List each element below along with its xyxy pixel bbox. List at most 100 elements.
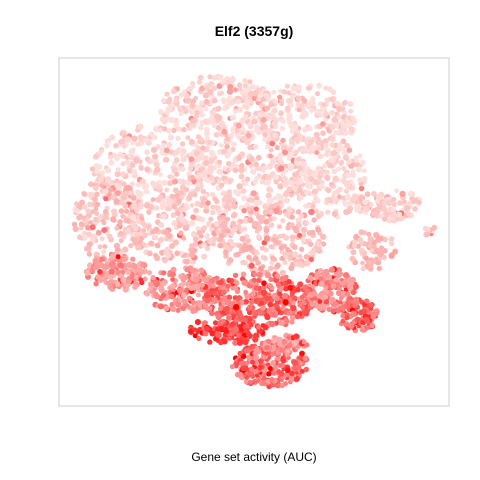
cell-point [281, 89, 288, 95]
cell-point [320, 130, 326, 137]
cell-point [315, 145, 322, 151]
cell-point [185, 135, 191, 141]
cell-point [108, 268, 115, 275]
cell-point [319, 233, 327, 240]
cell-point [343, 188, 350, 194]
cell-point [87, 201, 93, 208]
cell-point [125, 277, 132, 285]
cell-point [119, 130, 125, 137]
cell-point [180, 152, 186, 159]
cell-point [243, 327, 250, 334]
cell-point [284, 367, 291, 374]
cell-point [341, 280, 347, 286]
cell-point [227, 247, 233, 253]
cell-point [170, 266, 177, 273]
cell-point [125, 184, 132, 191]
cell-point [194, 110, 200, 116]
cell-point [299, 246, 305, 252]
cell-point [118, 208, 125, 214]
cell-point [216, 177, 222, 183]
cell-point [121, 256, 128, 263]
cell-point [202, 302, 209, 309]
cell-point [175, 307, 181, 313]
cell-point [236, 155, 242, 161]
cell-point [160, 213, 167, 220]
cell-point [225, 161, 232, 167]
cell-point [107, 154, 113, 160]
cell-point [318, 210, 325, 218]
cell-point [267, 283, 273, 289]
cell-point [119, 199, 125, 206]
cell-point [160, 97, 167, 104]
cell-point [283, 285, 289, 292]
cell-point [315, 198, 321, 204]
cell-point [285, 105, 291, 111]
cell-point [318, 280, 325, 287]
cell-point [326, 86, 333, 93]
cell-point [303, 253, 310, 260]
cell-point [175, 301, 182, 308]
cell-point [178, 111, 184, 117]
cell-point [280, 305, 286, 312]
cell-point [337, 286, 343, 292]
cell-point [297, 133, 303, 140]
cell-point [294, 375, 300, 382]
cell-point [333, 277, 339, 284]
cell-point [235, 132, 241, 138]
cell-point [241, 208, 247, 214]
cell-point [367, 236, 374, 243]
cell-point [317, 153, 324, 160]
cell-point [244, 99, 251, 106]
cell-point [212, 290, 218, 296]
cell-point [307, 168, 314, 175]
cell-point [308, 176, 315, 182]
cell-point [254, 124, 260, 130]
cell-point [258, 265, 264, 272]
cell-point [399, 190, 406, 197]
cell-point [250, 374, 256, 379]
cell-point [218, 340, 224, 346]
cell-point [255, 154, 262, 161]
cell-point [343, 208, 350, 216]
cell-point [290, 85, 297, 92]
cell-point [158, 194, 164, 200]
cell-point [204, 232, 210, 238]
cell-point [199, 100, 205, 107]
cell-point [195, 182, 201, 188]
cell-point [362, 230, 368, 236]
cell-point [211, 122, 217, 129]
cell-point [226, 335, 232, 341]
cell-point [329, 136, 336, 143]
point-cloud [71, 73, 438, 390]
cell-point [250, 359, 256, 365]
cell-point [185, 122, 191, 128]
cell-point [139, 178, 147, 185]
cell-point [330, 194, 336, 201]
cell-point [207, 238, 214, 245]
cell-point [82, 235, 88, 241]
cell-point [146, 270, 153, 276]
cell-point [269, 320, 276, 328]
cell-point [106, 179, 113, 185]
cell-point [335, 271, 342, 278]
cell-point [268, 153, 273, 159]
cell-point [225, 228, 231, 234]
cell-point [154, 166, 161, 173]
cell-point [361, 250, 368, 256]
cell-point [308, 291, 315, 298]
cell-point [207, 74, 213, 80]
cell-point [342, 154, 350, 161]
cell-point [367, 243, 373, 249]
cell-point [203, 207, 210, 214]
cell-point [334, 100, 341, 107]
cell-point [263, 164, 269, 171]
cell-point [325, 187, 332, 194]
cell-point [130, 236, 136, 242]
cell-point [282, 181, 289, 188]
cell-point [190, 299, 196, 306]
cell-point [288, 265, 295, 272]
cell-point [249, 299, 255, 305]
cell-point [179, 190, 185, 196]
cell-point [194, 319, 201, 326]
cell-point [224, 144, 230, 150]
